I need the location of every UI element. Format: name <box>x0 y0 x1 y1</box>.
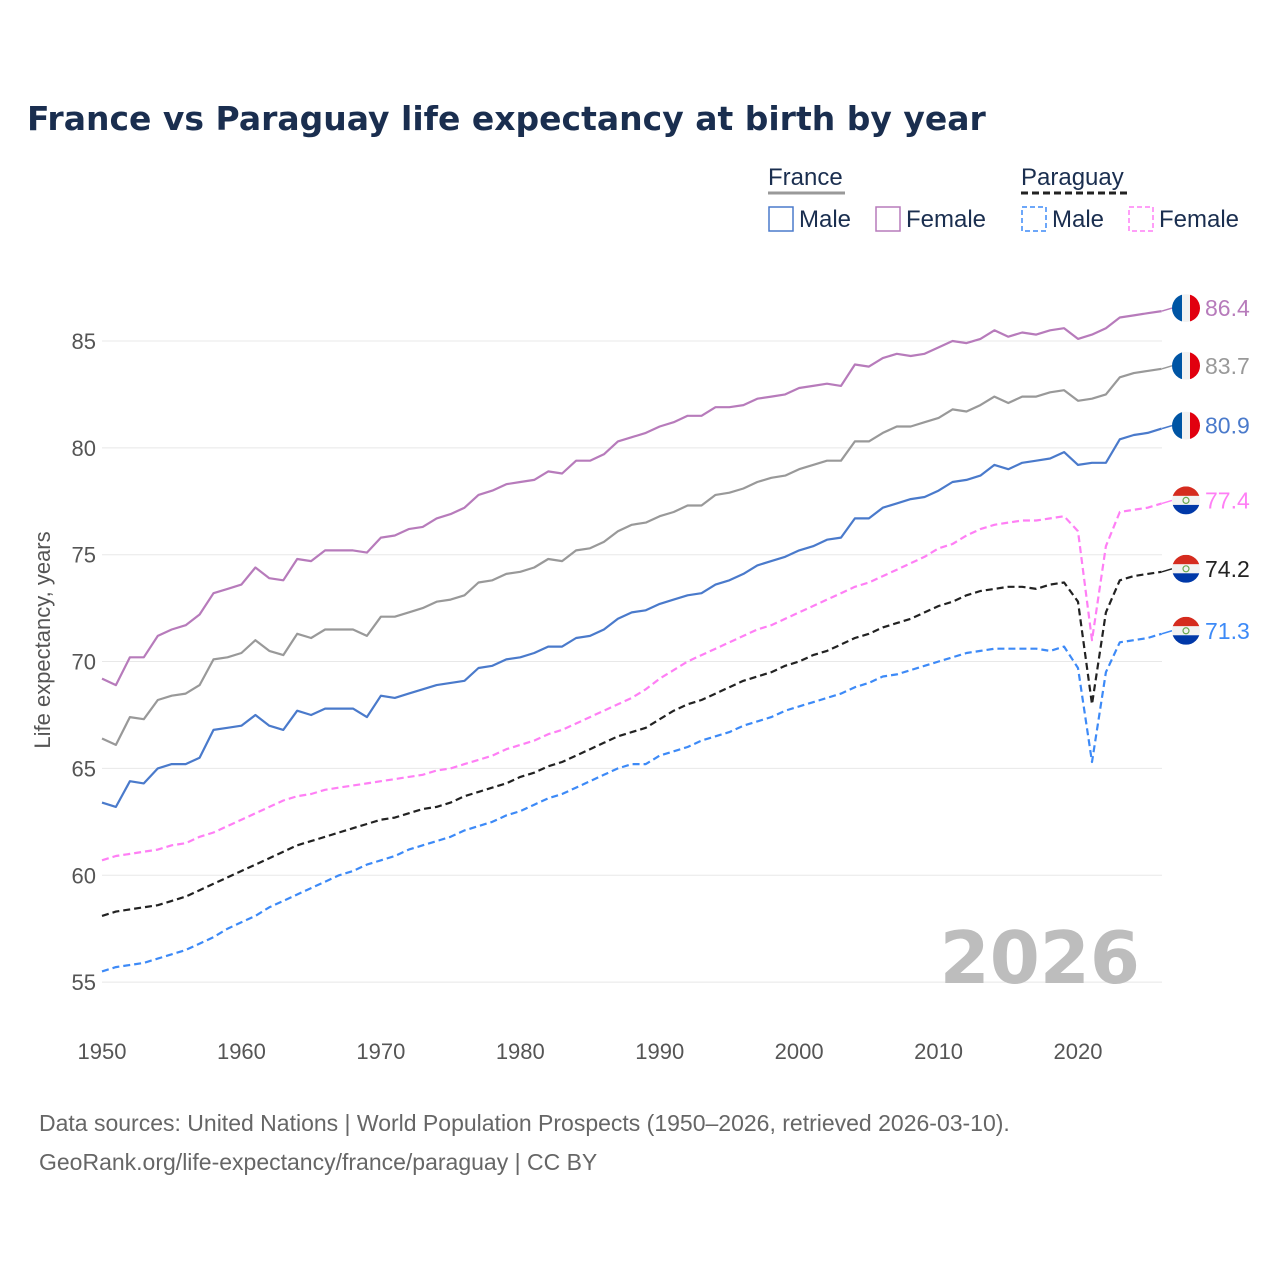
y-axis: 55 60 65 70 75 80 85 <box>72 329 96 995</box>
legend-france-female-swatch <box>875 206 901 232</box>
end-label-connector <box>1161 499 1173 505</box>
x-tick-label: 1950 <box>78 1039 127 1064</box>
paraguay-flag-icon <box>1172 486 1200 515</box>
series-line-france-total[interactable] <box>101 367 1162 746</box>
chart-title: France vs Paraguay life expectancy at bi… <box>27 99 986 138</box>
source-line-1: Data sources: United Nations | World Pop… <box>39 1110 1010 1136</box>
legend-paraguay-female-swatch <box>1128 206 1154 232</box>
x-tick-label: 1990 <box>635 1039 684 1064</box>
x-tick-label: 2010 <box>914 1039 963 1064</box>
y-tick-label: 65 <box>72 756 96 781</box>
y-tick-label: 85 <box>72 329 96 354</box>
end-label-paraguay-total: 74.2 <box>1205 556 1250 582</box>
france-flag-icon <box>1172 351 1200 380</box>
france-flag-icon <box>1172 411 1200 440</box>
end-label-connector <box>1161 365 1173 370</box>
legend-france-female[interactable]: Female <box>906 206 986 233</box>
end-labels: 86.4 83.7 80.9 77.4 74.2 71.3 <box>1161 294 1250 645</box>
y-tick-label: 70 <box>72 650 96 675</box>
y-tick-label: 80 <box>72 436 96 461</box>
legend-paraguay-female[interactable]: Female <box>1159 206 1239 233</box>
series-line-paraguay-total[interactable] <box>101 570 1162 917</box>
end-label-connector <box>1161 568 1173 573</box>
end-label-paraguay-male: 71.3 <box>1205 618 1250 644</box>
series-line-paraguay-female[interactable] <box>101 502 1163 862</box>
series-line-france-male[interactable] <box>101 427 1163 808</box>
x-tick-label: 2000 <box>775 1039 824 1064</box>
year-watermark: 2026 <box>940 916 1140 1000</box>
x-tick-label: 1960 <box>217 1039 266 1064</box>
end-label-paraguay-female: 77.4 <box>1205 487 1250 513</box>
end-label-connector <box>1161 307 1173 312</box>
x-tick-label: 2020 <box>1054 1039 1103 1064</box>
y-tick-label: 75 <box>72 543 96 568</box>
end-label-france-male: 80.9 <box>1205 413 1250 439</box>
end-label-connector <box>1161 424 1173 430</box>
gridlines <box>102 340 1162 983</box>
legend-france-male-swatch <box>768 206 794 232</box>
legend-paraguay-male-swatch <box>1021 206 1047 232</box>
series-line-paraguay-male[interactable] <box>101 632 1163 973</box>
x-axis: 1950 1960 1970 1980 1990 2000 2010 2020 <box>78 1039 1103 1064</box>
x-tick-label: 1970 <box>356 1039 405 1064</box>
legend-paraguay-male[interactable]: Male <box>1052 206 1104 233</box>
source-line-2[interactable]: GeoRank.org/life-expectancy/france/parag… <box>39 1149 597 1175</box>
series-line-france-female[interactable] <box>101 310 1162 687</box>
paraguay-flag-icon <box>1172 616 1200 645</box>
paraguay-flag-icon <box>1172 554 1200 583</box>
y-tick-label: 60 <box>72 863 96 888</box>
y-axis-label: Life expectancy, years <box>30 531 55 748</box>
x-tick-label: 1980 <box>496 1039 545 1064</box>
legend-group-paraguay: Paraguay <box>1021 164 1124 191</box>
end-label-france-total: 83.7 <box>1205 353 1250 379</box>
series-lines <box>101 310 1163 973</box>
legend-group-france: France <box>768 164 843 191</box>
france-flag-icon <box>1172 294 1200 323</box>
legend-france-male[interactable]: Male <box>799 206 851 233</box>
end-label-france-female: 86.4 <box>1205 295 1250 321</box>
y-tick-label: 55 <box>72 970 96 995</box>
end-label-connector <box>1161 630 1173 635</box>
legend: France Male Female Paraguay Male Female <box>768 164 1239 233</box>
